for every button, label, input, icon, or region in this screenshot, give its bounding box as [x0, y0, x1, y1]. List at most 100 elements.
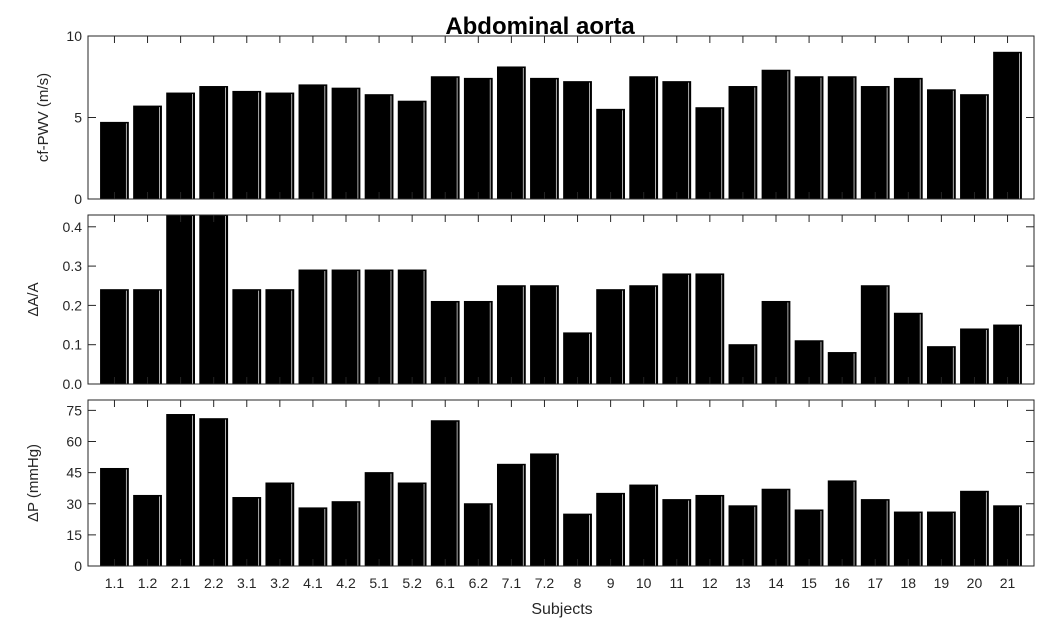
- bar-19: [926, 89, 956, 200]
- y-tick-label: 0.1: [63, 337, 83, 353]
- bar-7.2: [530, 453, 559, 567]
- bar-4.2: [331, 269, 361, 385]
- y-tick-label: 0.0: [63, 376, 83, 392]
- panel-area-strain-bars: [100, 214, 1022, 385]
- panel-area-strain-ylabel: ΔA/A: [25, 282, 42, 316]
- y-tick-label: 30: [66, 496, 82, 512]
- x-tick-label: 4.2: [336, 575, 356, 591]
- x-tick-label: 3.2: [270, 575, 290, 591]
- panel-pwv-ticks: 0 5 10: [66, 28, 1034, 207]
- x-tick-label: 12: [702, 575, 718, 591]
- x-tick-label: 1.1: [105, 575, 125, 591]
- y-tick-label: 45: [66, 465, 82, 481]
- x-tick-label: 11: [669, 575, 684, 591]
- panel-pressure-ylabel: ΔP (mmHg): [25, 444, 42, 522]
- bar-2.2: [199, 214, 229, 385]
- bar-21: [993, 324, 1022, 385]
- bar-4.2: [331, 87, 361, 200]
- bar-14: [761, 69, 791, 200]
- panel-area-strain-ticks: 0.0 0.1 0.2 0.3 0.4: [63, 215, 1034, 392]
- bar-10: [629, 285, 659, 385]
- bar-15: [794, 76, 824, 200]
- bar-5.1: [364, 269, 394, 385]
- bar-8: [563, 513, 592, 567]
- bar-1.1: [100, 121, 129, 200]
- bar-20: [960, 94, 989, 200]
- bar-17: [860, 499, 890, 567]
- panel-pwv-bars: [100, 51, 1022, 200]
- bar-15: [794, 509, 824, 567]
- panel-area-strain: 0.0 0.1 0.2 0.3 0.4 ΔA/A: [25, 214, 1035, 392]
- x-tick-label: 19: [934, 575, 950, 591]
- bar-1.1: [100, 467, 129, 567]
- x-tick-label: 16: [834, 575, 850, 591]
- bar-7.2: [530, 285, 559, 385]
- bar-19: [926, 511, 956, 567]
- x-tick-label: 13: [735, 575, 751, 591]
- panel-pwv-ylabel: cf-PWV (m/s): [35, 73, 52, 162]
- y-tick-label: 5: [74, 110, 82, 126]
- bar-14: [761, 300, 791, 385]
- bar-9: [596, 492, 625, 567]
- bar-11: [662, 499, 692, 567]
- bar-17: [860, 86, 890, 200]
- bar-3.1: [232, 289, 262, 385]
- bar-10: [629, 484, 659, 567]
- panel-pwv: 0 5 10 cf-PWV (m/s): [35, 28, 1035, 207]
- bar-7.1: [496, 66, 526, 200]
- bar-2.1: [166, 414, 196, 567]
- x-tick-label: 17: [867, 575, 883, 591]
- bar-6.1: [430, 76, 460, 200]
- x-tick-label: 7.2: [535, 575, 555, 591]
- bar-9: [596, 108, 625, 200]
- bar-5.2: [397, 482, 427, 567]
- bar-6.2: [463, 77, 493, 200]
- x-tick-label: 5.1: [369, 575, 389, 591]
- x-tick-label: 20: [967, 575, 983, 591]
- bar-12: [695, 273, 725, 385]
- bar-2.1: [166, 214, 196, 385]
- bar-16: [827, 480, 857, 567]
- bar-1.2: [133, 105, 162, 200]
- bar-20: [960, 328, 989, 385]
- bar-3.1: [232, 90, 262, 200]
- x-axis-label: Subjects: [531, 601, 592, 618]
- bar-9: [596, 289, 625, 385]
- bar-16: [827, 76, 857, 200]
- y-tick-label: 0.2: [63, 297, 83, 313]
- bar-4.1: [298, 269, 328, 385]
- bar-6.2: [463, 503, 493, 567]
- bar-6.2: [463, 300, 493, 385]
- bar-2.1: [166, 92, 196, 200]
- y-tick-label: 0: [74, 191, 82, 207]
- y-tick-label: 0: [74, 558, 82, 574]
- bar-10: [629, 76, 659, 200]
- x-tick-labels: 1.1 1.2 2.1 2.2 3.1 3.2 4.1 4.2 5.1 5.2 6.1 6.2 7.1 7…: [105, 575, 1016, 591]
- y-tick-label: 60: [66, 434, 82, 450]
- y-tick-label: 0.4: [63, 219, 83, 235]
- x-tick-label: 14: [768, 575, 784, 591]
- y-tick-label: 15: [66, 527, 82, 543]
- x-tick-label: 15: [801, 575, 817, 591]
- bar-18: [893, 511, 923, 567]
- x-tick-label: 9: [607, 575, 615, 591]
- bar-7.1: [496, 463, 526, 567]
- x-tick-label: 2.2: [204, 575, 224, 591]
- y-tick-label: 75: [66, 402, 82, 418]
- bar-13: [728, 505, 758, 567]
- x-tick-label: 2.1: [171, 575, 191, 591]
- bar-21: [993, 51, 1022, 200]
- bar-6.1: [430, 300, 460, 385]
- bar-5.2: [397, 100, 427, 200]
- x-tick-label: 7.1: [502, 575, 522, 591]
- y-tick-label: 10: [66, 28, 82, 44]
- panel-area-strain-frame: [87, 214, 1035, 385]
- bar-11: [662, 81, 692, 200]
- bar-1.1: [100, 289, 129, 385]
- x-tick-label: 21: [1000, 575, 1016, 591]
- bar-1.2: [133, 289, 162, 385]
- bar-6.1: [430, 420, 460, 567]
- bar-8: [563, 332, 592, 385]
- bar-4.1: [298, 507, 328, 567]
